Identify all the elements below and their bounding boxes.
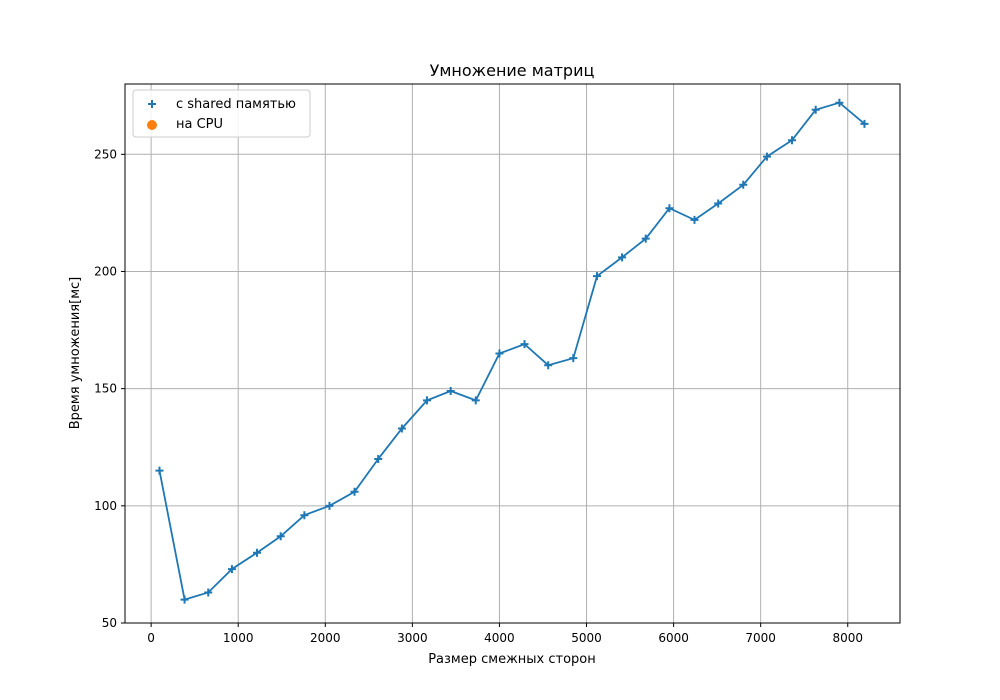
legend-label: с shared памятью: [176, 97, 296, 112]
data-point: [618, 253, 627, 262]
data-point: [180, 595, 189, 604]
x-tick-label: 7000: [745, 631, 776, 645]
legend-marker: [148, 100, 156, 108]
data-point: [422, 396, 431, 405]
data-point: [641, 234, 650, 243]
y-axis-ticks: 50 100 150 200 250: [94, 147, 125, 630]
data-point: [155, 466, 164, 475]
data-point: [397, 424, 406, 433]
y-tick-label: 250: [94, 147, 117, 161]
series-line: [158, 101, 866, 601]
y-axis-label: Время умножения[мс]: [68, 277, 83, 429]
data-point: [835, 98, 844, 107]
x-tick-label: 6000: [658, 631, 689, 645]
x-tick-label: 8000: [832, 631, 863, 645]
data-point: [350, 487, 359, 496]
data-point: [204, 588, 213, 597]
data-point: [374, 454, 383, 463]
data-point: [227, 565, 236, 574]
data-point: [762, 152, 771, 161]
data-point: [569, 354, 578, 363]
legend-marker: [147, 120, 157, 130]
series-layer: [155, 98, 869, 604]
data-point: [253, 548, 262, 557]
data-point: [325, 501, 334, 510]
x-axis-ticks: 0 1000 2000 3000 4000 5000 6000 7000 8000: [147, 623, 863, 645]
y-tick-label: 100: [94, 499, 117, 513]
data-point: [300, 511, 309, 520]
data-point: [592, 272, 601, 281]
series-0: [155, 98, 869, 604]
data-point: [544, 361, 553, 370]
plot-frame: [124, 83, 901, 624]
data-point: [739, 180, 748, 189]
data-point: [690, 215, 699, 224]
y-tick-label: 50: [102, 616, 117, 630]
data-point: [714, 199, 723, 208]
x-tick-label: 2000: [310, 631, 341, 645]
data-point: [495, 349, 504, 358]
data-point: [860, 119, 869, 128]
x-axis-label: Размер смежных сторон: [428, 652, 596, 667]
x-tick-label: 5000: [571, 631, 602, 645]
chart-title: Умножение матриц: [430, 61, 595, 80]
x-tick-label: 0: [147, 631, 155, 645]
legend-label: на CPU: [176, 117, 223, 132]
data-point: [276, 532, 285, 541]
x-tick-label: 3000: [397, 631, 428, 645]
x-tick-label: 1000: [223, 631, 254, 645]
data-point: [471, 396, 480, 405]
legend: с shared памятью на CPU: [132, 89, 311, 138]
x-tick-label: 4000: [484, 631, 515, 645]
legend-box: [132, 89, 311, 138]
data-point: [446, 386, 455, 395]
data-point: [788, 136, 797, 145]
y-tick-label: 150: [94, 382, 117, 396]
data-point: [811, 105, 820, 114]
data-point: [665, 204, 674, 213]
y-tick-label: 200: [94, 264, 117, 278]
data-point: [520, 340, 529, 349]
